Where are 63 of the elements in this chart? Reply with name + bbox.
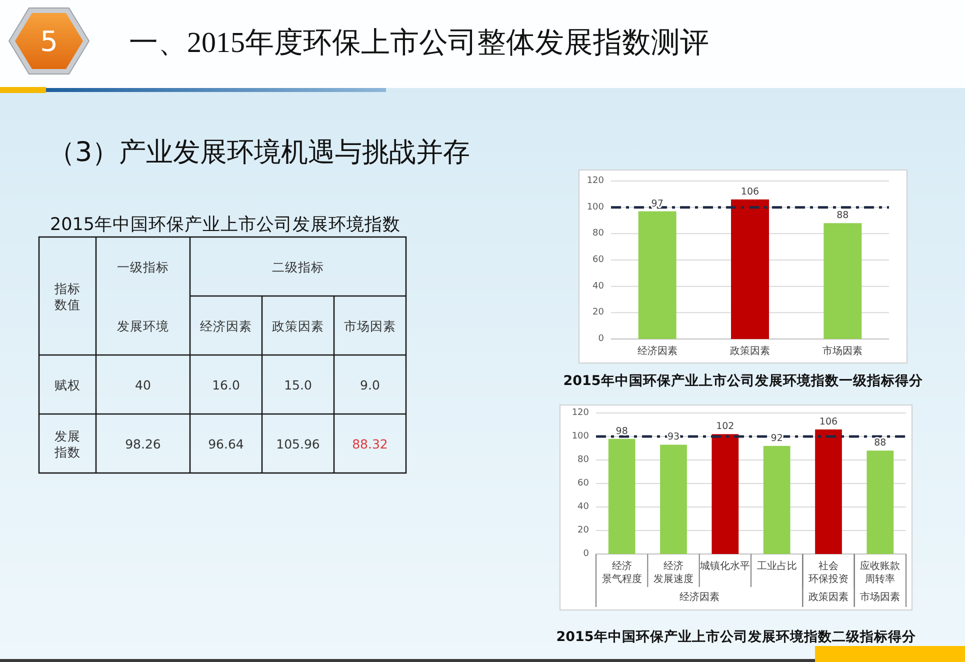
data-label: 88.32 [352,436,388,451]
data-label: 98.26 [125,436,161,451]
x-tick-label: 工业占比 [756,560,797,572]
bar [660,444,687,554]
data-label: 102 [716,420,734,432]
y-tick-label: 60 [592,255,604,265]
y-tick-label: 0 [598,334,604,344]
y-tick-label: 40 [592,281,604,292]
y-tick-label: 80 [592,228,604,239]
bar [815,429,842,554]
x-tick-label: 经济发展速度 [654,560,694,584]
y-tick-label: 0 [583,549,590,559]
bar [608,438,636,554]
text: 2015年中国环保产业上市公司发展环境指数二级指标得分 [556,628,917,645]
data-label: 96.64 [208,436,244,451]
x-tick-label: 经济因素 [637,344,678,356]
text: 市场因素 [860,590,900,602]
text: 2015年中国环保产业上市公司发展环境指数 [50,214,401,235]
data-label: 106 [819,416,838,427]
category-label: 政策因素 [272,318,324,333]
text: 赋权 [54,377,80,392]
y-tick-label: 40 [578,502,590,512]
text: （3）产业发展环境机遇与挑战并存 [48,136,470,168]
category-label: 市场因素 [344,318,396,333]
category-label: 发展环境 [117,318,169,333]
text: 指标数值 [54,280,80,312]
bar [712,434,739,554]
data-label: 98 [616,425,628,436]
category-label: 经济因素 [200,318,252,333]
text: 5 [40,24,58,58]
data-label: 97 [651,198,664,209]
y-tick-label: 120 [572,408,590,418]
x-tick-label: 城镇化水平 [699,560,750,572]
y-tick-label: 20 [578,526,590,536]
data-label: 16.0 [212,377,240,392]
data-label: 40 [135,377,151,392]
text: 2015年中国环保产业上市公司发展环境指数一级指标得分 [563,372,924,389]
y-tick-label: 120 [586,176,604,186]
data-label: 92 [770,432,783,444]
x-tick-label: 社会环保投资 [808,560,848,584]
bar [866,450,894,554]
text: 经济因素 [679,590,720,602]
y-tick-label: 80 [578,455,590,465]
x-tick-label: 应收账款周转率 [860,560,900,584]
x-tick-label: 政策因素 [730,344,770,356]
data-label: 105.96 [276,436,320,451]
x-tick-label: 经济景气程度 [602,560,642,584]
data-label: 106 [740,186,760,197]
text: 政策因素 [808,590,848,602]
y-tick-label: 100 [572,432,590,442]
text: 一、2015年度环保上市公司整体发展指数测评 [129,27,709,59]
text: 发展指数 [54,428,80,459]
y-tick-label: 60 [578,478,590,488]
y-tick-label: 20 [592,308,604,318]
y-tick-label: 100 [586,202,604,212]
data-label: 88 [836,210,849,221]
data-label: 88 [874,437,886,448]
text: 二级指标 [272,259,324,274]
data-label: 9.0 [360,377,380,392]
x-tick-label: 市场因素 [822,344,863,356]
data-label: 15.0 [284,377,312,392]
bar [763,446,790,554]
text: 一级指标 [117,259,169,274]
